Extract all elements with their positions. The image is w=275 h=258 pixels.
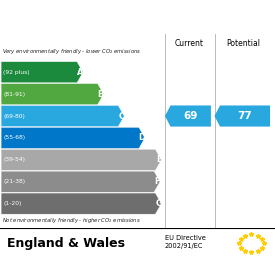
- Text: G: G: [155, 199, 162, 208]
- Text: (92 plus): (92 plus): [3, 70, 30, 75]
- Text: 69: 69: [183, 111, 198, 121]
- Text: B: B: [98, 90, 104, 99]
- Text: E: E: [156, 155, 161, 164]
- Text: Current: Current: [175, 39, 204, 48]
- Polygon shape: [1, 106, 124, 127]
- Polygon shape: [1, 149, 161, 170]
- Text: Potential: Potential: [226, 39, 260, 48]
- Text: (55-68): (55-68): [3, 135, 25, 140]
- Polygon shape: [214, 106, 270, 127]
- Text: 77: 77: [238, 111, 252, 121]
- Text: Very environmentally friendly - lower CO$_2$ emissions: Very environmentally friendly - lower CO…: [2, 47, 142, 56]
- Text: England & Wales: England & Wales: [7, 237, 125, 250]
- Text: (21-38): (21-38): [3, 179, 25, 184]
- Text: (1-20): (1-20): [3, 201, 22, 206]
- Text: A: A: [77, 68, 84, 77]
- Text: (69-80): (69-80): [3, 114, 25, 118]
- Polygon shape: [1, 171, 160, 192]
- Text: EU Directive
2002/91/EC: EU Directive 2002/91/EC: [165, 235, 206, 249]
- Polygon shape: [1, 127, 145, 149]
- Polygon shape: [1, 62, 83, 83]
- Text: C: C: [119, 111, 125, 120]
- Polygon shape: [1, 84, 104, 105]
- Text: D: D: [139, 133, 146, 142]
- Text: (39-54): (39-54): [3, 157, 25, 162]
- Text: F: F: [155, 177, 160, 186]
- Polygon shape: [165, 106, 211, 127]
- Polygon shape: [1, 193, 161, 214]
- Text: Environmental Impact (CO$_2$) Rating: Environmental Impact (CO$_2$) Rating: [21, 8, 254, 25]
- Text: (81-91): (81-91): [3, 92, 25, 97]
- Text: Not environmentally friendly - higher CO$_2$ emissions: Not environmentally friendly - higher CO…: [2, 216, 141, 225]
